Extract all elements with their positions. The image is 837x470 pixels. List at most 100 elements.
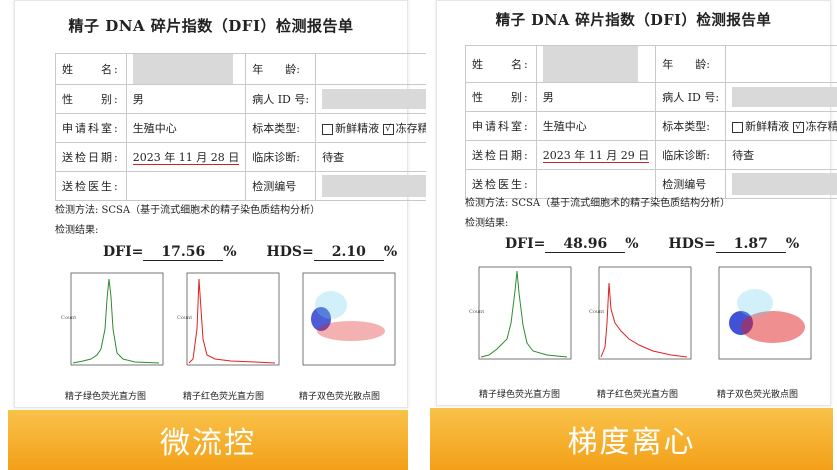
gender-label: 性 别: [465, 82, 537, 112]
date-text: 2023 年 11 月 28 日 [132, 151, 240, 165]
test-no-label: 检测编号 [245, 171, 317, 201]
dfi-label: DFI= [103, 244, 144, 260]
sample-frozen-label: 冻存精液 [805, 120, 837, 133]
green-histogram: Count [59, 269, 167, 381]
result-label: 检测结果: [465, 218, 509, 229]
name-label: 姓 名: [465, 45, 537, 83]
sample-fresh-label: 新鲜精液 [745, 120, 790, 133]
hds-label: HDS= [668, 236, 716, 252]
caption-red: 精子红色荧光直方图 [597, 390, 679, 400]
percent-sign: % [223, 244, 237, 260]
green-histogram: Count [465, 263, 577, 375]
report-sheet-left: 精子 DNA 碎片指数（DFI）检测报告单 姓 名: 年 龄: 性 别: 男 病… [14, 0, 460, 408]
dept-value: 生殖中心 [535, 111, 657, 141]
scatter-plot [705, 263, 817, 375]
red-histogram-svg: Count [177, 272, 280, 366]
scatter-plot-svg [302, 272, 396, 366]
checkbox-fresh [732, 121, 744, 133]
redacted-block [732, 87, 837, 107]
caption-red: 精子红色荧光直方图 [183, 392, 265, 402]
caption-green: 精子绿色荧光直方图 [479, 390, 561, 400]
name-value [125, 53, 247, 85]
info-table: 姓 名: 年 龄: 性 别: 男 病人 ID 号: 申请科室: 生殖中心 标本类… [55, 53, 460, 201]
hds-label: HDS= [266, 244, 314, 260]
date-label: 送检日期: [55, 142, 127, 172]
caption-green: 精子绿色荧光直方图 [65, 392, 147, 402]
dept-label: 申请科室: [55, 113, 127, 143]
redacted-block [322, 89, 453, 109]
diagnosis-label: 临床诊断: [655, 140, 727, 170]
test-no-label: 检测编号 [655, 169, 727, 199]
svg-text:Count: Count [589, 309, 604, 315]
banner-left: 微流控 [8, 410, 408, 470]
sample-fresh-label: 新鲜精液 [335, 122, 380, 135]
left-panel: 精子 DNA 碎片指数（DFI）检测报告单 姓 名: 年 龄: 性 别: 男 病… [0, 0, 460, 470]
report-sheet-right: 精子 DNA 碎片指数（DFI）检测报告单 姓 名: 年 龄: 性 别: 男 病… [436, 0, 837, 406]
doctor-value [535, 169, 657, 199]
checkbox-frozen: √ [792, 121, 804, 133]
report-title: 精子 DNA 碎片指数（DFI）检测报告单 [68, 17, 354, 35]
red-histogram: Count [585, 263, 697, 375]
redacted-block [542, 46, 638, 82]
patient-id-label: 病人 ID 号: [655, 82, 727, 112]
age-label: 年 龄: [655, 45, 727, 83]
sample-type-label: 标本类型: [655, 111, 727, 141]
sample-type-value: 新鲜精液 √冻存精液 [725, 111, 837, 141]
percent-sign: % [625, 236, 639, 252]
metrics-line: DFI= 17.56% HDS= 2.10% [103, 244, 397, 261]
banner-left-text: 微流控 [160, 426, 256, 461]
name-label: 姓 名: [55, 53, 127, 85]
doctor-label: 送检医生: [465, 169, 537, 199]
right-panel: 精子 DNA 碎片指数（DFI）检测报告单 姓 名: 年 龄: 性 别: 男 病… [426, 0, 837, 470]
metrics-line: DFI= 48.96% HDS= 1.87% [505, 236, 799, 253]
green-histogram-svg: Count [61, 272, 164, 366]
age-label: 年 龄: [245, 53, 317, 85]
age-value [725, 45, 837, 83]
dept-value: 生殖中心 [125, 113, 247, 143]
method-text: 检测方法: SCSA（基于流式细胞术的精子染色质结构分析） [465, 198, 731, 209]
banner-right-text: 梯度离心 [567, 425, 696, 460]
date-label: 送检日期: [465, 140, 537, 170]
gender-value: 男 [535, 82, 657, 112]
report-title: 精子 DNA 碎片指数（DFI）检测报告单 [495, 12, 772, 29]
svg-text:Count: Count [469, 309, 484, 315]
scatter-plot-svg [718, 266, 812, 360]
checkbox-frozen: √ [382, 123, 394, 135]
percent-sign: % [383, 244, 398, 260]
svg-text:Count: Count [177, 315, 192, 321]
caption-scatter: 精子双色荧光散点图 [299, 392, 381, 402]
caption-scatter: 精子双色荧光散点图 [717, 390, 799, 400]
redacted-block [132, 54, 233, 84]
info-table: 姓 名: 年 龄: 性 别: 男 病人 ID 号: 申请科室: 生殖中心 标本类… [465, 45, 837, 199]
diagnosis-value: 待查 [725, 140, 837, 170]
hds-value: 1.87 [715, 236, 786, 253]
hds-value: 2.10 [313, 244, 384, 261]
dfi-label: DFI= [505, 236, 546, 252]
patient-id-label: 病人 ID 号: [245, 84, 317, 114]
plots-row: Count Count 精子绿色荧光直方图 精子红色荧光直方图 精子双色荧光散点… [465, 263, 825, 400]
banner-right: 梯度离心 [430, 408, 833, 470]
scatter-plot [291, 269, 399, 381]
diagnosis-label: 临床诊断: [245, 142, 317, 172]
name-value [535, 45, 657, 83]
dept-label: 申请科室: [465, 111, 537, 141]
date-value: 2023 年 11 月 28 日 [125, 142, 247, 172]
checkbox-fresh [322, 123, 334, 135]
doctor-value [125, 171, 247, 201]
dfi-value: 17.56 [143, 244, 224, 261]
date-text: 2023 年 11 月 29 日 [542, 149, 650, 163]
sample-type-label: 标本类型: [245, 113, 317, 143]
red-histogram-svg: Count [589, 266, 692, 360]
test-no-value [725, 169, 837, 199]
doctor-label: 送检医生: [55, 171, 127, 201]
gender-label: 性 别: [55, 84, 127, 114]
svg-text:Count: Count [61, 315, 76, 321]
percent-sign: % [785, 236, 800, 252]
result-label: 检测结果: [55, 225, 99, 236]
redacted-block [732, 173, 837, 195]
green-histogram-svg: Count [469, 266, 572, 360]
patient-id-value [725, 82, 837, 112]
method-text: 检测方法: SCSA（基于流式细胞术的精子染色质结构分析） [55, 205, 321, 216]
redacted-block [322, 175, 453, 197]
plots-row: Count Count 精子绿色荧光直方图 精子红色荧光直方图 精子双色荧光散点… [59, 269, 399, 402]
